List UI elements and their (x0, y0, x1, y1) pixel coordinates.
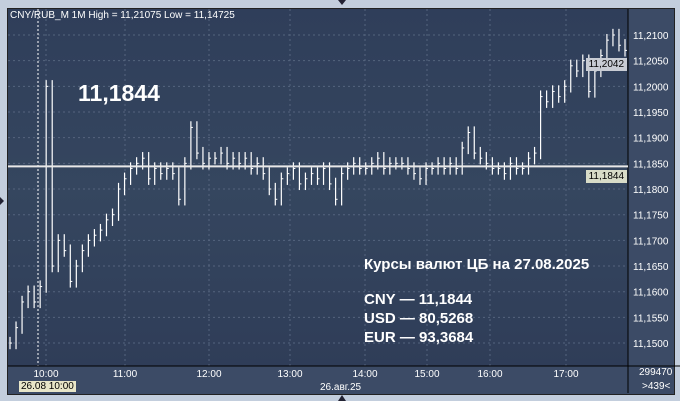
y-tick-label: 11,1800 (633, 185, 669, 196)
level-tag: 11,1844 (585, 170, 627, 183)
y-tick-label: 11,1700 (633, 236, 669, 247)
y-tick-label: 11,1650 (633, 262, 669, 273)
plot-area[interactable] (8, 9, 628, 366)
x-tick-label: 13:00 (277, 369, 302, 380)
y-tick-label: 11,2050 (633, 57, 669, 68)
annotation-cny: CNY — 11,1844 (364, 291, 473, 308)
y-tick-label: 11,1600 (633, 288, 669, 299)
y-tick-label: 11,2000 (633, 82, 669, 93)
y-tick-label: 11,1550 (633, 313, 669, 324)
x-tick-label: 10:00 (33, 369, 58, 380)
x-tick-label: 17:00 (553, 369, 578, 380)
x-tick-label: 15:00 (414, 369, 439, 380)
y-tick-label: 11,2100 (633, 31, 669, 42)
y-tick-label: 11,1750 (633, 211, 669, 222)
y-tick-label: 11,1950 (633, 108, 669, 119)
x-tick-label: 14:00 (352, 369, 377, 380)
volume: 299470 (639, 367, 673, 378)
chart-header: CNY/RUB_M 1M High = 11,21075 Low = 11,14… (10, 10, 235, 21)
bottom-marker-icon (338, 395, 346, 401)
left-marker-icon (0, 197, 4, 205)
annotation-title: Курсы валют ЦБ на 27.08.2025 (364, 256, 590, 273)
annotation-usd: USD — 80,5268 (364, 310, 474, 327)
x-tick-label: 12:00 (196, 369, 221, 380)
annotation-eur: EUR — 93,3684 (364, 329, 474, 346)
y-tick-label: 11,1850 (633, 159, 669, 170)
y-tick-label: 11,1900 (633, 134, 669, 145)
bars-count[interactable]: >439< (642, 381, 671, 392)
top-marker-icon (338, 0, 346, 5)
cursor-time: 26.08 10:00 (19, 381, 76, 392)
x-tick-label: 11:00 (113, 369, 138, 380)
current-price-tag: 11,2042 (585, 58, 627, 71)
y-tick-label: 11,1500 (633, 339, 669, 350)
price-label: 11,1844 (78, 80, 160, 106)
date-caption: 26.авг.25 (320, 382, 362, 393)
x-tick-label: 16:00 (477, 369, 502, 380)
